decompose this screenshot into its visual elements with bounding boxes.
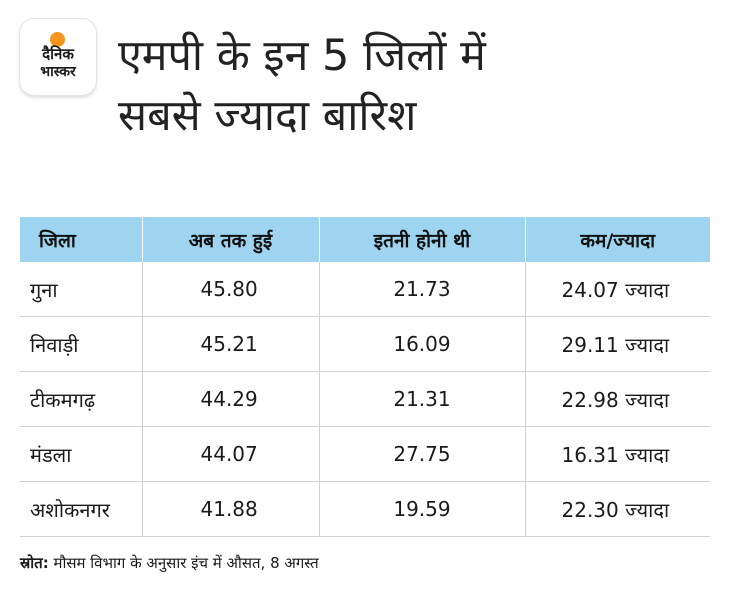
headline-line2: सबसे ज्यादा बारिश <box>118 91 417 141</box>
column-header-received: अब तक हुई <box>142 217 320 262</box>
difference-cell: 22.30 ज्यादा <box>525 481 710 537</box>
table-body: गुना 45.80 21.73 24.07 ज्यादा निवाड़ी 45… <box>20 262 710 537</box>
dainik-bhaskar-logo: दैनिक भास्कर <box>20 19 96 95</box>
headline-line1: एमपी के इन 5 जिलों में <box>118 31 486 81</box>
district-cell: गुना <box>20 262 143 317</box>
table-row: टीकमगढ़ 44.29 21.31 22.98 ज्यादा <box>20 371 710 427</box>
logo-text-line1: दैनिक <box>42 45 74 63</box>
source-note: स्रोत: मौसम विभाग के अनुसार इंच में औसत,… <box>20 553 319 573</box>
received-cell: 44.29 <box>142 371 320 427</box>
expected-cell: 16.09 <box>319 316 526 372</box>
received-cell: 45.80 <box>142 262 320 317</box>
district-cell: मंडला <box>20 426 143 482</box>
rainfall-table: जिला अब तक हुई इतनी होनी थी कम/ज्यादा गु… <box>20 217 710 537</box>
headline: एमपी के इन 5 जिलों में सबसे ज्यादा बारिश <box>118 26 718 146</box>
table-header: जिला अब तक हुई इतनी होनी थी कम/ज्यादा <box>20 217 710 262</box>
district-cell: अशोकनगर <box>20 481 143 537</box>
column-header-difference: कम/ज्यादा <box>580 229 656 252</box>
sun-icon <box>50 32 65 47</box>
expected-cell: 19.59 <box>319 481 526 537</box>
source-label: स्रोत: <box>20 554 49 572</box>
column-header-district: जिला <box>20 217 143 262</box>
difference-cell: 29.11 ज्यादा <box>525 316 710 372</box>
header-row: जिला अब तक हुई इतनी होनी थी कम/ज्यादा <box>20 217 710 262</box>
table-row: मंडला 44.07 27.75 16.31 ज्यादा <box>20 426 710 482</box>
expected-cell: 21.73 <box>319 262 526 317</box>
expected-cell: 27.75 <box>319 426 526 482</box>
district-cell: निवाड़ी <box>20 316 143 372</box>
column-header-expected: इतनी होनी थी <box>319 217 526 262</box>
district-cell: टीकमगढ़ <box>20 371 143 427</box>
received-cell: 45.21 <box>142 316 320 372</box>
table-row: निवाड़ी 45.21 16.09 29.11 ज्यादा <box>20 316 710 372</box>
source-text: मौसम विभाग के अनुसार इंच में औसत, 8 अगस्… <box>48 554 319 572</box>
table-row: गुना 45.80 21.73 24.07 ज्यादा <box>20 262 710 317</box>
expected-cell: 21.31 <box>319 371 526 427</box>
table-row: अशोकनगर 41.88 19.59 22.30 ज्यादा <box>20 481 710 537</box>
received-cell: 41.88 <box>142 481 320 537</box>
received-cell: 44.07 <box>142 426 320 482</box>
difference-cell: 24.07 ज्यादा <box>525 262 710 317</box>
logo-text-line2: भास्कर <box>40 64 76 80</box>
difference-cell: 16.31 ज्यादा <box>525 426 710 482</box>
difference-cell: 22.98 ज्यादा <box>525 371 710 427</box>
